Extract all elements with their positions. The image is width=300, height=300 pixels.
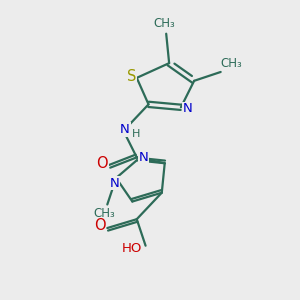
Text: HO: HO	[122, 242, 142, 255]
Text: N: N	[110, 177, 119, 190]
Text: N: N	[120, 123, 130, 136]
Text: CH₃: CH₃	[220, 57, 242, 70]
Text: O: O	[96, 156, 108, 171]
Text: O: O	[94, 218, 106, 232]
Text: N: N	[138, 151, 148, 164]
Text: CH₃: CH₃	[154, 17, 176, 30]
Text: N: N	[182, 102, 192, 115]
Text: H: H	[132, 129, 140, 139]
Text: CH₃: CH₃	[94, 207, 115, 220]
Text: S: S	[127, 69, 136, 84]
